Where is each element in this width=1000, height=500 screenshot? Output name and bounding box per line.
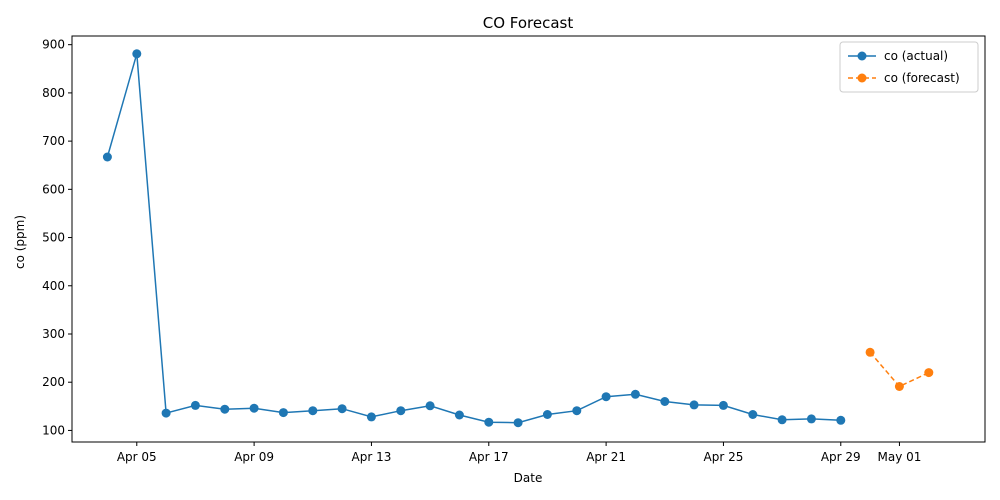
y-tick-label: 800 — [42, 86, 65, 100]
y-tick-label: 200 — [42, 375, 65, 389]
actual-data-point — [454, 410, 464, 420]
legend-actual-marker — [857, 51, 867, 61]
x-tick-label: May 01 — [877, 450, 921, 464]
actual-data-point — [484, 417, 494, 427]
actual-data-point — [132, 49, 142, 59]
actual-data-point — [425, 401, 435, 411]
actual-data-point — [366, 412, 376, 422]
actual-data-point — [249, 403, 259, 413]
forecast-data-point — [924, 368, 934, 378]
actual-data-point — [278, 408, 288, 418]
actual-data-point — [601, 392, 611, 402]
legend: co (actual) co (forecast) — [839, 41, 979, 93]
actual-data-point — [220, 404, 230, 414]
axes: 100 200 300 400 500 600 700 800 900 Apr 05 Apr 09 A… — [42, 35, 986, 464]
x-axis-title: Date — [514, 471, 543, 485]
legend-forecast-label: co (forecast) — [884, 71, 960, 85]
y-tick-label: 500 — [42, 231, 65, 245]
x-tick-label: Apr 05 — [117, 450, 157, 464]
x-tick-label: Apr 17 — [469, 450, 509, 464]
actual-data-point — [806, 414, 816, 424]
actual-data-point — [190, 400, 200, 410]
actual-series-line — [106, 53, 841, 424]
actual-data-point — [396, 406, 406, 416]
actual-data-point — [660, 397, 670, 406]
actual-data-point — [689, 400, 699, 410]
actual-data-point — [718, 400, 728, 410]
y-tick-label: 900 — [42, 38, 65, 52]
actual-data-point — [748, 410, 758, 419]
legend-forecast-marker — [857, 73, 867, 83]
actual-data-point — [308, 406, 318, 416]
forecast-data-point — [865, 347, 875, 357]
x-tick-label: Apr 21 — [586, 450, 626, 464]
x-tick-label: Apr 25 — [704, 450, 744, 464]
y-axis-title: co (ppm) — [13, 215, 27, 269]
actual-data-point — [102, 152, 112, 162]
actual-data-point — [777, 415, 787, 425]
actual-data-point — [542, 410, 552, 419]
y-tick-label: 600 — [42, 182, 65, 196]
actual-data-point — [630, 389, 640, 399]
actual-data-point — [513, 418, 523, 428]
x-tick-label: Apr 13 — [352, 450, 392, 464]
forecast-data-point — [894, 382, 904, 391]
actual-data-point — [836, 415, 846, 425]
y-tick-label: 400 — [42, 279, 65, 293]
x-tick-label: Apr 09 — [234, 450, 274, 464]
legend-actual-label: co (actual) — [884, 49, 948, 63]
y-tick-label: 300 — [42, 327, 65, 341]
actual-data-point — [337, 404, 347, 414]
legend-box — [839, 41, 979, 93]
plot-frame — [71, 35, 986, 443]
y-tick-label: 100 — [42, 423, 65, 437]
x-tick-label: Apr 29 — [821, 450, 861, 464]
actual-data-point — [161, 408, 171, 418]
chart-title: CO Forecast — [483, 14, 574, 32]
y-tick-label: 700 — [42, 134, 65, 148]
actual-data-point — [572, 406, 582, 416]
plot-series — [102, 49, 934, 428]
forecast-series-line — [869, 351, 930, 388]
